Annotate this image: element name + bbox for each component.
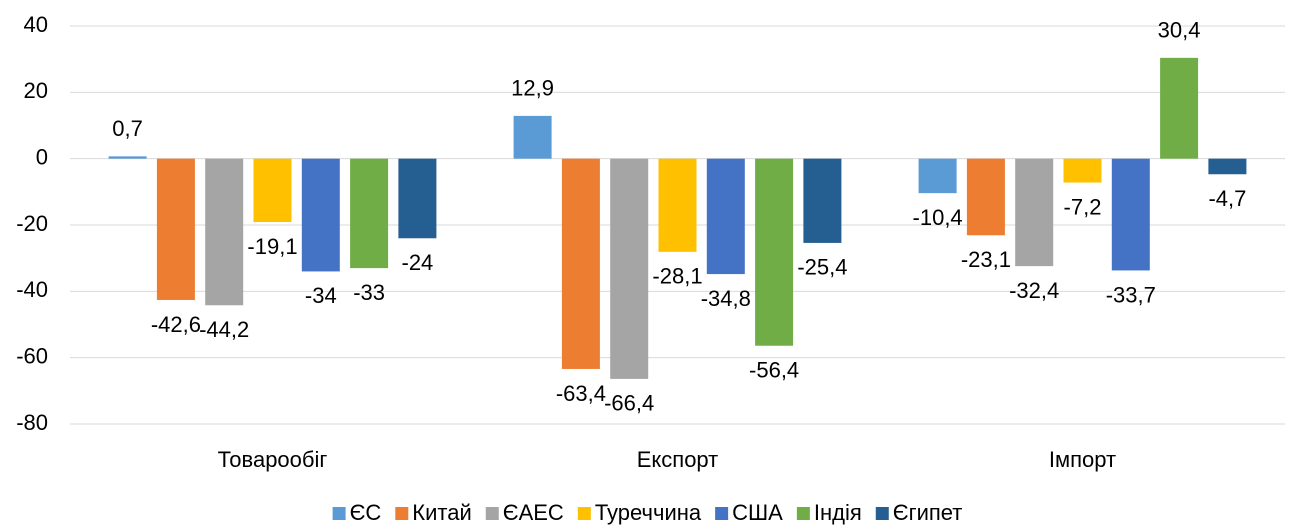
bar: [610, 158, 649, 379]
y-tick-label: -40: [16, 277, 48, 302]
data-label: -19,1: [247, 234, 297, 259]
y-tick-label: 0: [36, 144, 48, 169]
data-label: -4,7: [1208, 186, 1246, 211]
legend-label: Єгипет: [893, 500, 963, 525]
legend-swatch: [875, 507, 889, 520]
legend-label: США: [732, 500, 783, 525]
bar: [1160, 57, 1199, 159]
data-label: -10,4: [913, 205, 963, 230]
data-label: -66,4: [604, 391, 654, 416]
bar: [108, 156, 147, 159]
data-label: -63,4: [556, 381, 606, 406]
data-label: -44,2: [199, 317, 249, 342]
x-tick-label: Імпорт: [1049, 447, 1116, 472]
data-label: 30,4: [1158, 18, 1201, 43]
legend-swatch: [796, 507, 810, 520]
data-label: -24: [402, 250, 434, 275]
bar: [706, 158, 745, 275]
y-tick-label: -60: [16, 343, 48, 368]
legend-swatch: [715, 507, 729, 520]
data-label: -25,4: [797, 255, 847, 280]
bar: [398, 158, 437, 239]
y-tick-label: -20: [16, 211, 48, 236]
data-label: -32,4: [1009, 278, 1059, 303]
data-label: 0,7: [112, 116, 143, 141]
y-tick-label: 20: [24, 78, 48, 103]
bar: [350, 158, 389, 269]
x-tick-label: Експорт: [637, 447, 719, 472]
legend-label: Туреччина: [595, 500, 702, 525]
bar: [513, 115, 552, 159]
data-label: -23,1: [961, 247, 1011, 272]
bar: [205, 158, 244, 306]
legend-swatch: [485, 507, 499, 520]
legend-label: ЄС: [350, 500, 382, 525]
bar: [803, 158, 842, 243]
bar: [966, 158, 1005, 236]
bar: [918, 158, 957, 194]
y-tick-label: -80: [16, 410, 48, 435]
data-label: -7,2: [1064, 194, 1102, 219]
legend-swatch: [395, 507, 409, 520]
data-label: -34,8: [701, 286, 751, 311]
data-label: -33,7: [1106, 282, 1156, 307]
legend-label: Китай: [412, 500, 471, 525]
bar: [1111, 158, 1150, 271]
data-label: -33: [353, 280, 385, 305]
bar: [1015, 158, 1054, 267]
bar: [1063, 158, 1102, 183]
data-label: -42,6: [151, 312, 201, 337]
bar: [1208, 158, 1247, 175]
bar: [658, 158, 697, 252]
data-label: -34: [305, 283, 337, 308]
bar: [253, 158, 292, 223]
data-label: -56,4: [749, 358, 799, 383]
bar: [561, 158, 600, 369]
data-label: 12,9: [511, 76, 554, 101]
x-tick-label: Товарообіг: [218, 447, 328, 472]
bar: [301, 158, 340, 272]
y-tick-label: 40: [24, 12, 48, 37]
bar: [156, 158, 195, 300]
legend-swatch: [577, 507, 591, 520]
bar: [755, 158, 794, 346]
legend-label: Індія: [814, 500, 862, 525]
legend-swatch: [332, 507, 346, 520]
legend-label: ЄАЕС: [503, 500, 564, 525]
data-label: -28,1: [652, 264, 702, 289]
